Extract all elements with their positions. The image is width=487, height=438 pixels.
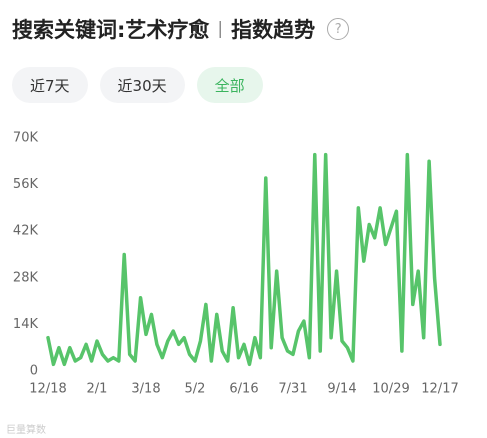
x-tick-label: 6/16 xyxy=(229,382,258,397)
tab[interactable]: 近30天 xyxy=(99,67,185,103)
x-tick-label: 3/18 xyxy=(131,382,160,397)
y-tick-label: 0 xyxy=(30,364,38,379)
title: 搜索关键词:艺术疗愈 xyxy=(12,18,210,42)
header: 搜索关键词:艺术疗愈 | 指数趋势 ? xyxy=(12,14,350,44)
line xyxy=(46,152,442,367)
y-tick-label: 28K xyxy=(13,270,39,285)
x-tick-label: 5/2 xyxy=(185,382,206,397)
watermark: 巨量算数 xyxy=(6,425,46,436)
tab[interactable]: 近7天 xyxy=(12,67,88,103)
x-tick-label: 12/17 xyxy=(421,382,458,397)
x-tick-label: 9/14 xyxy=(327,382,356,397)
y-tick-label: 56K xyxy=(13,177,39,192)
subtitle: 指数趋势 xyxy=(231,18,316,42)
x-tick-label: 7/31 xyxy=(278,382,307,397)
x-tick-label: 10/29 xyxy=(372,382,409,397)
y-tick-label: 70K xyxy=(13,131,39,146)
help-icon[interactable]: ? xyxy=(327,18,350,40)
tab[interactable]: 全部 xyxy=(196,67,263,103)
tabs: 近7天 近30天 全部 xyxy=(12,67,263,103)
y-tick-label: 14K xyxy=(13,317,39,332)
x-tick-label: 12/18 xyxy=(29,382,66,397)
y-tick-label: 42K xyxy=(13,224,39,239)
x-tick-label: 2/1 xyxy=(87,382,108,397)
separator: | xyxy=(217,19,224,39)
